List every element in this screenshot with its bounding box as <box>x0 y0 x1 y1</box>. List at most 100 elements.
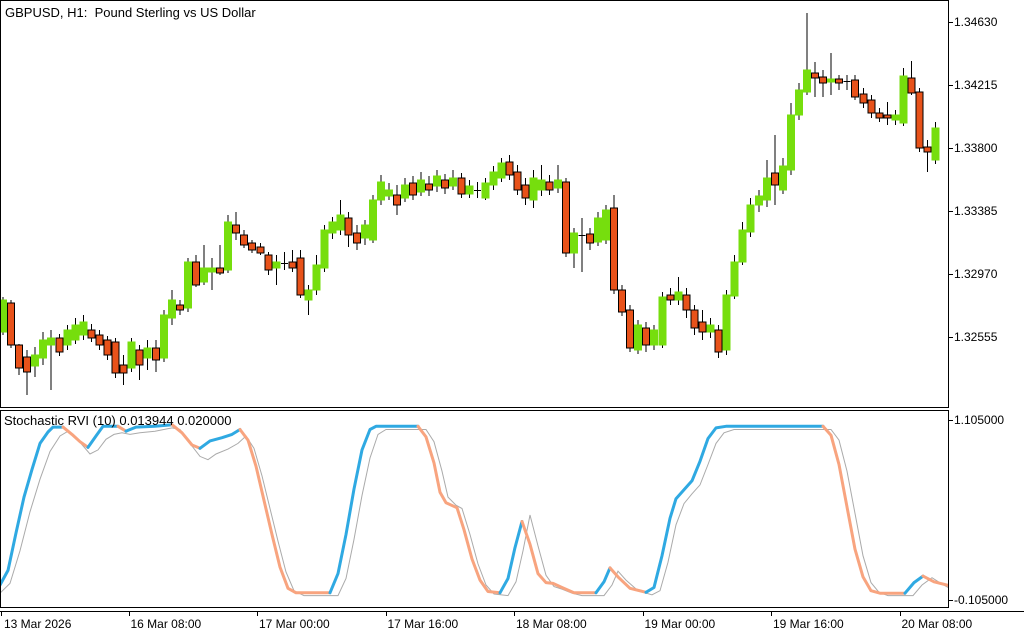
bull-candle <box>658 296 667 346</box>
price-tick <box>948 336 953 338</box>
bear-candle <box>216 267 225 274</box>
chart-title: GBPUSD, H1: Pound Sterling vs US Dollar <box>5 5 256 20</box>
bear-candle <box>618 289 627 313</box>
bull-candle <box>730 261 739 297</box>
bear-candle <box>859 93 868 104</box>
bear-candle <box>95 334 104 346</box>
bear-candle <box>240 234 249 246</box>
chart-canvas[interactable] <box>0 0 949 634</box>
bear-candle <box>425 183 434 191</box>
main-line-up-segment <box>594 566 612 595</box>
time-axis-line <box>0 611 1024 612</box>
bear-candle <box>288 261 297 269</box>
price-tick <box>948 21 953 23</box>
bull-candle <box>304 289 313 301</box>
bull-candle <box>569 232 578 254</box>
bear-candle <box>851 79 860 98</box>
indicator-axis-label: 1.105000 <box>954 413 1005 427</box>
time-tick <box>771 611 772 616</box>
main-line-up-segment <box>124 423 174 433</box>
main-line-down-segment <box>821 424 907 595</box>
bull-candle <box>320 229 329 269</box>
bull-candle <box>738 229 747 263</box>
bear-candle <box>915 91 924 149</box>
bear-candle <box>666 294 675 301</box>
price-chart-panel[interactable] <box>0 0 949 408</box>
bull-candle <box>47 337 56 346</box>
bull-candle <box>827 78 836 83</box>
bull-candle <box>183 261 192 309</box>
bear-candle <box>457 177 466 195</box>
bull-candle <box>63 329 72 346</box>
bull-candle <box>401 184 409 199</box>
bear-candle <box>344 217 353 236</box>
bear-candle <box>7 302 16 346</box>
bear-candle <box>610 207 619 291</box>
bull-candle <box>71 324 80 341</box>
main-line-down-segment <box>61 425 90 449</box>
main-line-up-segment <box>644 424 825 594</box>
bull-candle <box>79 321 88 336</box>
bear-candle <box>191 261 200 286</box>
bull-candle <box>208 267 217 273</box>
bear-candle <box>505 161 514 176</box>
bull-candle <box>602 209 610 241</box>
bull-candle <box>224 221 233 271</box>
bull-candle <box>127 341 136 369</box>
bull-candle <box>368 199 377 241</box>
main-line-up-segment <box>1 425 65 587</box>
bull-candle <box>159 314 168 359</box>
bear-candle <box>682 294 691 311</box>
bear-candle <box>521 184 530 199</box>
indicator-subwindow-panel[interactable] <box>0 410 949 608</box>
main-line-down-segment <box>116 424 128 433</box>
bull-candle <box>674 291 683 301</box>
time-axis-label: 17 Mar 00:00 <box>259 617 330 631</box>
main-line-up-segment <box>328 424 420 595</box>
bull-candle <box>650 329 659 346</box>
bull-candle <box>553 179 562 189</box>
bear-candle <box>907 77 916 94</box>
main-line-up-segment <box>903 574 925 595</box>
bear-candle <box>15 344 24 369</box>
bear-candle <box>875 112 884 119</box>
main-line-down-segment <box>238 428 332 595</box>
main-line-up-segment <box>198 428 242 450</box>
indicator-label: Stochastic RVI (10) 0.013944 0.020000 <box>4 413 232 428</box>
bull-candle <box>481 182 490 199</box>
main-line-down-segment <box>921 574 948 587</box>
bear-candle <box>409 182 418 196</box>
time-tick <box>128 611 130 616</box>
indicator-tick <box>948 419 953 421</box>
bear-candle <box>545 181 554 191</box>
bull-candle <box>899 75 908 124</box>
bear-candle <box>883 114 892 119</box>
price-axis-label: 1.34215 <box>954 78 998 92</box>
bull-candle <box>497 162 506 179</box>
bull-candle <box>336 214 345 231</box>
bull-candle <box>143 347 152 359</box>
time-tick <box>257 611 258 616</box>
bear-candle <box>392 194 401 206</box>
bull-candle <box>272 261 281 269</box>
main-line-up-segment <box>86 424 120 449</box>
bear-candle <box>835 78 844 84</box>
main-line-down-segment <box>170 423 202 450</box>
bull-candle <box>328 221 337 234</box>
bear-candle <box>87 329 96 339</box>
time-axis-label: 18 Mar 08:00 <box>516 617 587 631</box>
price-axis-label: 1.32970 <box>954 267 998 281</box>
time-axis-label: 13 Mar 2026 <box>4 617 72 631</box>
bull-candle <box>537 179 546 191</box>
bear-candle <box>256 246 265 254</box>
bear-candle <box>585 233 594 244</box>
bull-candle <box>384 189 393 197</box>
candlestick-series <box>1 13 940 395</box>
bear-candle <box>561 181 570 254</box>
time-axis-label: 19 Mar 00:00 <box>644 617 716 631</box>
bull-candle <box>31 354 40 367</box>
bear-candle <box>819 76 828 84</box>
price-tick <box>948 210 953 212</box>
bear-candle <box>111 341 120 374</box>
